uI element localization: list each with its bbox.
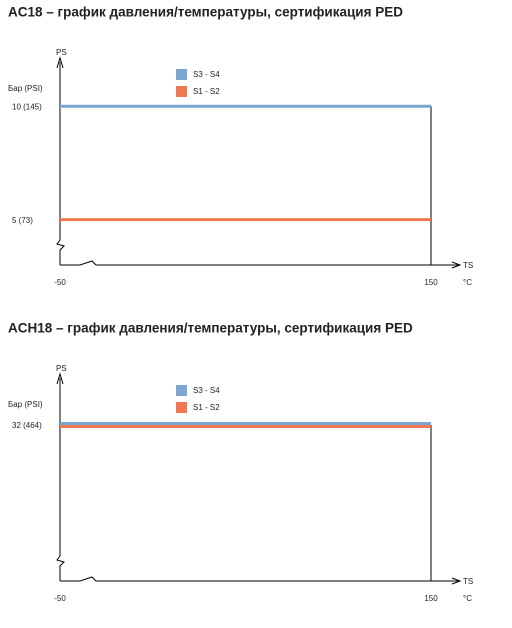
y-axis <box>56 378 65 581</box>
y-axis-label: PS <box>56 364 67 373</box>
x-arrow <box>451 261 462 269</box>
y-tick-label: 10 (145) <box>12 102 42 111</box>
x-tick-label: -50 <box>54 594 66 603</box>
legend-label: S1 - S2 <box>193 403 220 412</box>
x-tick-label: 150 <box>424 594 438 603</box>
legend-swatch <box>176 385 187 396</box>
x-tick-label: -50 <box>54 278 66 287</box>
x-arrow <box>451 577 462 585</box>
chart: AC18 – график давления/температуры, серт… <box>8 5 473 288</box>
legend-label: S3 - S4 <box>193 386 220 395</box>
chart-title: ACH18 – график давления/температуры, сер… <box>8 321 413 336</box>
y-axis-label: PS <box>56 48 67 57</box>
legend-swatch <box>176 402 187 413</box>
x-axis-unit: °C <box>463 278 472 287</box>
y-arrow <box>56 372 64 385</box>
legend-swatch <box>176 69 187 80</box>
y-tick-label: 32 (464) <box>12 421 42 430</box>
chart-title: AC18 – график давления/температуры, серт… <box>8 5 403 20</box>
x-axis <box>60 260 458 266</box>
x-axis-unit: °C <box>463 594 472 603</box>
chart: ACH18 – график давления/температуры, сер… <box>8 321 473 604</box>
x-axis-label: TS <box>463 577 473 586</box>
y-axis-unit: Бар (PSI) <box>8 84 43 93</box>
y-axis-unit: Бар (PSI) <box>8 400 43 409</box>
x-tick-label: 150 <box>424 278 438 287</box>
y-arrow <box>56 56 64 69</box>
legend-label: S3 - S4 <box>193 70 220 79</box>
y-tick-label: 5 (73) <box>12 216 33 225</box>
x-axis-label: TS <box>463 261 473 270</box>
x-axis <box>60 576 458 582</box>
legend-swatch <box>176 86 187 97</box>
y-axis <box>56 62 65 265</box>
legend-label: S1 - S2 <box>193 87 220 96</box>
